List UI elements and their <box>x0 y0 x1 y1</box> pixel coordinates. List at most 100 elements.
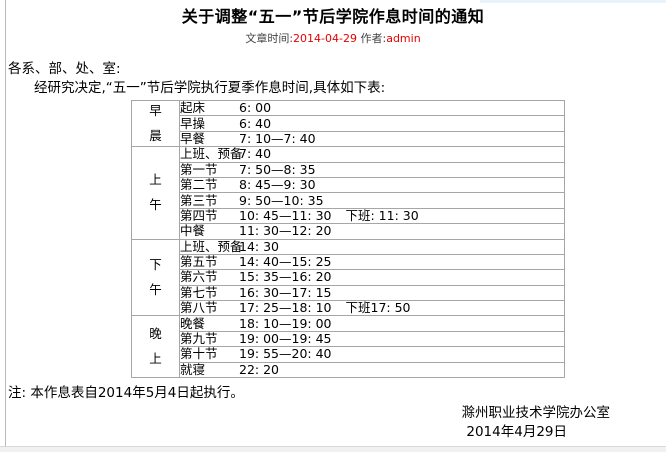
schedule-item-cell: 上班、预备7: 40 <box>179 146 565 163</box>
schedule-item-cell: 第七节 16: 30—17: 15 <box>179 284 565 302</box>
schedule-item-time: 19: 00—19: 45 <box>239 331 332 347</box>
schedule-item-time: 7: 50—8: 35 <box>239 161 316 177</box>
signature-date: 2014年4月29日 <box>466 424 567 440</box>
schedule-item-offwork-note: 下班17: 50 <box>345 300 411 316</box>
schedule-item-time: 17: 25—18: 10 <box>239 300 332 316</box>
schedule-item-time: 7: 10—7: 40 <box>239 130 316 146</box>
schedule-item-time: 10: 45—11: 30 <box>239 207 332 223</box>
schedule-item-name: 上班、预备 <box>180 238 243 254</box>
period-group-cell: 上午 <box>131 146 180 240</box>
schedule-item-name: 晚餐 <box>180 315 206 331</box>
schedule-item-time: 16: 30—17: 15 <box>239 284 332 300</box>
schedule-item-cell: 第一节 7: 50—8: 35 <box>179 161 565 178</box>
schedule-item-name: 第七节 <box>180 284 218 300</box>
schedule-item-time: 8: 45—9: 30 <box>239 177 316 193</box>
table-row: 晚上晚餐 18: 10—19: 00 <box>131 315 565 379</box>
period-group-label: 下午 <box>132 256 179 297</box>
table-row: 早操 6: 40 <box>132 115 565 132</box>
period-group-label: 晚上 <box>132 327 179 366</box>
period-group-char: 午 <box>149 281 162 297</box>
table-row: 第七节 16: 30—17: 15 <box>132 284 565 302</box>
schedule-item-time: 11: 30—12: 20 <box>239 223 332 239</box>
schedule-item-name: 第五节 <box>180 254 218 270</box>
salutation-line: 各系、部、处、室: <box>8 61 121 77</box>
table-row: 第二节 8: 45—9: 30 <box>132 176 565 194</box>
schedule-item-cell: 中餐 11: 30—12: 20 <box>179 223 565 240</box>
schedule-item-cell: 第三节 9: 50—10: 35 <box>179 192 565 209</box>
schedule-item-name: 第四节 <box>180 207 218 223</box>
period-group-char: 上 <box>149 351 162 367</box>
schedule-item-name: 起床 <box>180 100 206 116</box>
schedule-item-cell: 第六节 15: 35—16: 20 <box>179 269 565 286</box>
schedule-table: 早晨起床 6: 00 早操 6: 40 早餐 7: 10—7: 40 上午上班、预备7: 4… <box>131 99 565 379</box>
schedule-item-time: 6: 00 <box>239 100 272 116</box>
table-row: 第三节 9: 50—10: 35 <box>132 192 565 209</box>
intro-line: 经研究决定,“五一”节后学院执行夏季作息时间,具体如下表: <box>34 80 386 96</box>
schedule-item-name: 第六节 <box>180 269 218 285</box>
period-group-cell: 晚上 <box>131 315 180 379</box>
schedule-item-time: 6: 40 <box>239 115 272 131</box>
period-group-char: 下 <box>149 256 162 272</box>
period-group-label: 早晨 <box>132 104 179 143</box>
schedule-item-offwork-note: 下班: 11: 30 <box>345 207 419 223</box>
table-row: 第六节 15: 35—16: 20 <box>132 269 565 286</box>
schedule-item-name: 中餐 <box>180 223 206 239</box>
table-row: 第四节 10: 45—11: 30 下班: 11: 30 <box>132 207 565 225</box>
article-meta: 文章时间:2014-04-29 作者:admin <box>0 30 666 46</box>
schedule-item-cell: 第十节 19: 55—20: 40 <box>179 346 565 363</box>
schedule-item-cell: 第九节 19: 00—19: 45 <box>179 330 565 348</box>
schedule-item-name: 第九节 <box>180 331 218 347</box>
schedule-item-cell: 早操 6: 40 <box>179 115 565 132</box>
schedule-item-cell: 第四节 10: 45—11: 30 下班: 11: 30 <box>179 207 565 225</box>
table-row: 第十节 19: 55—20: 40 <box>132 346 565 363</box>
schedule-item-name: 第一节 <box>180 161 218 177</box>
table-row: 就寝 22: 20 <box>132 361 565 379</box>
schedule-item-cell: 上班、预备14: 30 <box>179 238 565 255</box>
table-row: 上午上班、预备7: 40 <box>131 146 565 240</box>
schedule-item-time: 14: 30 <box>239 238 279 254</box>
schedule-item-name: 第十节 <box>180 346 218 362</box>
schedule-item-cell: 第五节 14: 40—15: 25 <box>179 253 565 271</box>
schedule-item-time: 22: 20 <box>239 361 279 377</box>
table-row: 下午上班、预备14: 30 <box>131 238 565 317</box>
table-row: 早餐 7: 10—7: 40 <box>132 130 565 148</box>
schedule-item-name: 就寝 <box>180 361 206 377</box>
schedule-item-cell: 第二节 8: 45—9: 30 <box>179 176 565 194</box>
period-group-char: 晚 <box>149 326 162 342</box>
schedule-item-cell: 就寝 22: 20 <box>179 361 565 379</box>
table-row: 中餐 11: 30—12: 20 <box>132 223 565 240</box>
schedule-item-time: 19: 55—20: 40 <box>239 346 332 362</box>
period-group-cell: 早晨 <box>131 99 180 148</box>
table-row: 第九节 19: 00—19: 45 <box>132 330 565 348</box>
meta-author-label: 作者: <box>360 32 387 45</box>
window-bottom-edge <box>0 446 666 452</box>
window-top-edge <box>480 0 666 3</box>
schedule-item-time: 7: 40 <box>239 146 272 162</box>
period-group-char: 上 <box>149 172 162 188</box>
schedule-item-time: 15: 35—16: 20 <box>239 269 332 285</box>
signature-line: 滁州职业技术学院办公室 <box>461 405 611 421</box>
period-group-cell: 下午 <box>131 238 180 317</box>
table-row: 早晨起床 6: 00 <box>131 99 565 148</box>
schedule-item-time: 9: 50—10: 35 <box>239 192 324 208</box>
table-row: 第五节 14: 40—15: 25 <box>132 253 565 271</box>
page-title: 关于调整“五一”节后学院作息时间的通知 <box>181 7 485 26</box>
period-group-label: 上午 <box>132 173 179 212</box>
meta-author-value: admin <box>386 32 421 45</box>
schedule-item-name: 第八节 <box>180 300 218 316</box>
meta-time-value: 2014-04-29 <box>293 32 357 45</box>
table-row: 第一节 7: 50—8: 35 <box>132 161 565 178</box>
schedule-item-name: 第二节 <box>180 177 218 193</box>
table-row: 第八节 17: 25—18: 10 下班17: 50 <box>132 300 565 317</box>
schedule-item-name: 第三节 <box>180 192 218 208</box>
page-left-border <box>5 0 6 447</box>
schedule-item-cell: 第八节 17: 25—18: 10 下班17: 50 <box>179 300 565 317</box>
period-group-char: 午 <box>149 197 162 213</box>
schedule-item-name: 早餐 <box>180 130 206 146</box>
note-line: 注: 本作息表自2014年5月4日起执行。 <box>8 385 244 401</box>
schedule-item-cell: 早餐 7: 10—7: 40 <box>179 130 565 148</box>
period-group-char: 早 <box>149 103 162 119</box>
schedule-item-name: 上班、预备 <box>180 146 243 162</box>
meta-time-label: 文章时间: <box>245 32 294 45</box>
schedule-item-name: 早操 <box>180 115 206 131</box>
